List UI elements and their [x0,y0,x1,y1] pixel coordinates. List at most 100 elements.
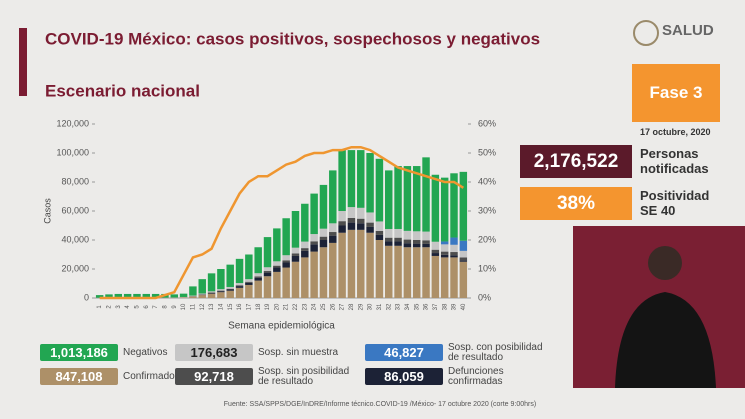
bar-segment [310,241,318,245]
x-tick-label: 16 [237,303,243,310]
bar-segment [385,237,393,242]
bar-segment [412,240,421,244]
bar-segment [357,150,365,208]
x-tick-label: 39 [452,303,458,310]
bar-segment [301,203,309,242]
bar-segment [319,236,328,240]
x-tick-label: 13 [209,303,215,310]
bar-segment [245,254,253,280]
bar-segment [450,257,458,298]
bar-segment [319,228,328,237]
bar-segment [357,218,365,224]
bar-segment [198,295,206,298]
x-tick-label: 4 [125,305,131,309]
bar-segment [403,243,412,248]
legend-total: 847,108 [40,368,118,385]
bar-segment [440,177,449,242]
legend-total: 176,683 [175,344,253,361]
bar-segment [347,207,356,218]
bar-segment [254,273,262,277]
bar-segment [385,241,393,246]
bar-segment [263,272,272,277]
bar-segment [301,257,309,298]
bar-segment [366,232,374,298]
bar-segment [273,271,281,298]
x-tick-label: 32 [386,303,392,310]
bar-segment [329,170,337,224]
x-tick-label: 11 [190,303,196,310]
legend-label: Negativos [123,346,168,358]
bar-segment [105,294,113,298]
bar-segment [338,225,346,233]
bar-segment [235,258,244,284]
bar-segment [366,153,374,213]
bar-segment [422,240,430,244]
bar-segment [254,280,262,298]
bar-segment [394,228,402,238]
bar-segment [450,255,458,258]
bar-segment [329,242,337,298]
x-tick-label: 8 [163,305,169,309]
legend-label: Sosp. con posibilidad de resultado [448,342,543,363]
bar-segment [338,232,346,298]
bar-segment [440,257,449,298]
notified-label: Personas notificadas [640,146,709,176]
bar-segment [459,250,468,258]
bar-segment [263,271,272,273]
bar-segment [459,240,468,251]
bar-segment [431,255,440,298]
bar-segment [245,279,253,282]
x-tick-label: 30 [368,303,374,310]
bar-segment [375,158,384,222]
bar-segment [403,239,412,244]
bar-segment [133,293,141,298]
bar-segment [375,234,384,240]
bar-segment [357,207,365,219]
y-tick-label: 0 [84,292,89,302]
bar-segment [207,273,216,292]
bar-segment [254,247,262,274]
bar-segment [235,286,244,288]
bar-segment [282,262,290,268]
bar-segment [226,288,234,290]
bar-segment [273,228,281,262]
bar-segment [207,292,216,294]
bar-segment [357,229,365,298]
bar-segment [412,231,421,240]
legend-total: 92,718 [175,368,253,385]
bar-segment [217,269,225,290]
bar-segment [263,276,272,298]
bar-segment [347,222,356,230]
bar-segment [450,173,458,238]
y2-tick-label: 30% [478,205,496,215]
bar-segment [207,291,216,293]
x-tick-label: 3 [116,305,122,309]
bar-segment [431,253,440,256]
bar-segment [273,267,281,272]
bar-segment [189,296,197,298]
bar-segment [198,293,206,295]
x-tick-label: 21 [284,303,290,310]
bar-segment [412,247,421,298]
bar-segment [431,249,440,254]
bar-segment [291,211,300,248]
bar-segment [385,228,393,238]
bar-segment [142,293,151,298]
x-tick-label: 37 [433,303,439,310]
bar-segment [412,243,421,248]
bar-segment [310,234,318,242]
y-tick-label: 100,000 [56,147,89,157]
x-tick-label: 26 [330,303,336,310]
bar-segment [450,244,458,253]
bar-segment [412,166,421,232]
bar-segment [450,252,458,256]
bar-segment [189,295,197,297]
x-tick-label: 25 [321,303,327,310]
bar-segment [217,291,225,293]
x-tick-label: 15 [228,303,234,310]
bar-segment [375,240,384,298]
y2-tick-label: 10% [478,263,496,273]
bar-segment [95,295,104,298]
x-tick-label: 12 [200,303,206,310]
footer: Fuente: SSA/SPPS/DGE/InDRE/Informe técni… [224,401,536,408]
